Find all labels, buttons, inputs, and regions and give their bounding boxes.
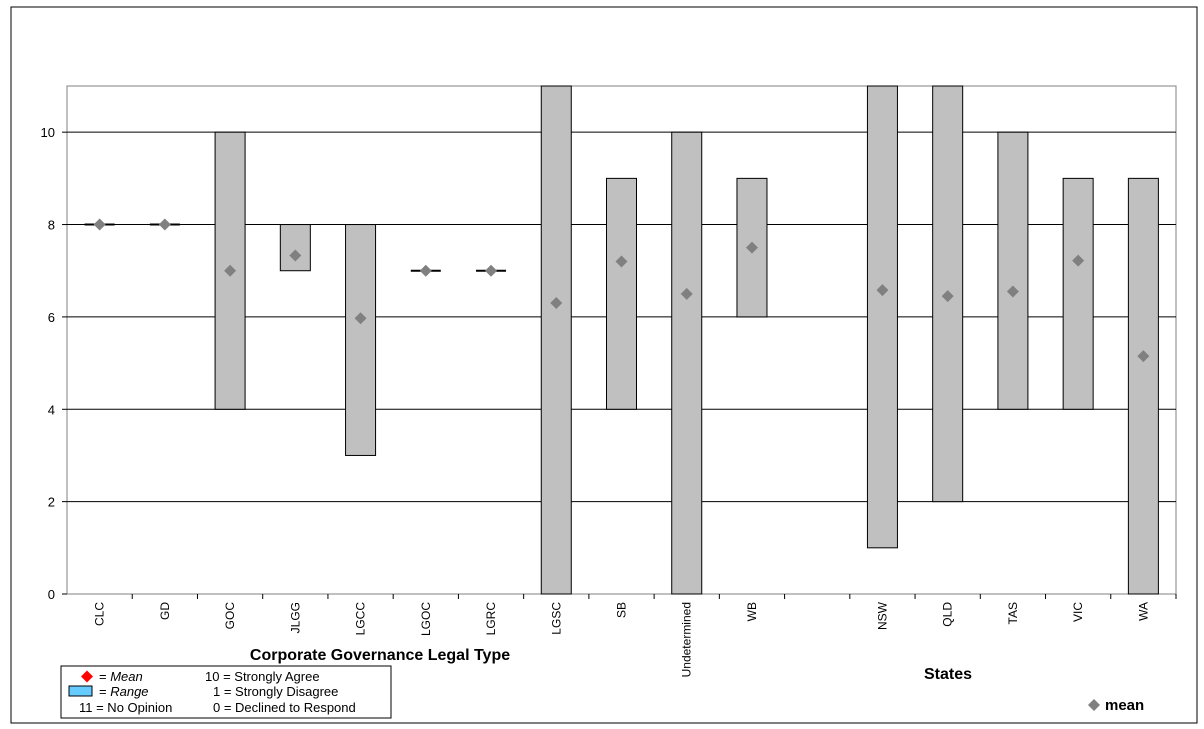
x-label-nsw: NSW — [875, 601, 889, 630]
x-label-lgrc: LGRC — [484, 602, 498, 636]
series-legend-mean-marker — [1088, 699, 1100, 711]
x-label-tas: TAS — [1006, 602, 1020, 624]
key-legend-mean-prefix: = — [99, 669, 110, 684]
key-legend-strongly-agree: 10 = Strongly Agree — [205, 669, 320, 684]
y-tick-label-0: 0 — [48, 587, 55, 602]
x-label-wa: WA — [1136, 602, 1150, 621]
series-legend-mean-label: mean — [1105, 697, 1144, 714]
key-legend-strongly-disagree: 1 = Strongly Disagree — [213, 684, 338, 699]
x-label-sb: SB — [615, 602, 629, 618]
mean-marker-wa — [1137, 350, 1150, 363]
y-tick-label-4: 4 — [48, 402, 55, 417]
y-tick-label-10: 10 — [41, 125, 55, 140]
group-title-legal-type: Corporate Governance Legal Type — [250, 647, 510, 664]
x-label-lgoc: LGOC — [419, 602, 433, 636]
mean-marker-tas — [1006, 285, 1019, 298]
series-legend: mean — [1088, 697, 1144, 714]
mean-marker-lgsc — [550, 297, 563, 310]
mean-marker-nsw — [876, 284, 889, 297]
range-bar-lgcc — [345, 224, 377, 456]
mean-marker-jlgg — [289, 249, 302, 262]
y-axis-tick-labels: 0 2 4 6 8 10 — [41, 125, 55, 602]
range-bar-nsw — [866, 85, 898, 549]
mean-marker-sb — [615, 255, 628, 268]
x-label-wb: WB — [745, 602, 759, 621]
y-tick-label-6: 6 — [48, 310, 55, 325]
y-tick-label-2: 2 — [48, 495, 55, 510]
key-legend-range-term: Range — [110, 684, 148, 699]
range-bar-tas — [997, 131, 1029, 410]
mean-marker-wb — [745, 241, 758, 254]
mean-marker-lgcc — [354, 312, 367, 325]
key-legend-row-1: = Mean — [99, 669, 143, 684]
range-bar-jlgg — [279, 224, 311, 272]
x-label-qld: QLD — [941, 602, 955, 627]
key-legend-declined: 0 = Declined to Respond — [213, 700, 356, 715]
x-axis-category-labels: CLC GD GOC JLGG LGCC LGOC LGRC LGSC SB Undetermin… — [93, 601, 1151, 677]
key-legend-row-2: = Range — [99, 684, 149, 699]
key-legend-mean-symbol — [81, 670, 93, 683]
y-tick-label-8: 8 — [48, 218, 55, 233]
key-legend-mean-term: Mean — [110, 669, 143, 684]
key-legend-no-opinion: 11 = No Opinion — [79, 700, 172, 715]
mean-marker-goc — [224, 264, 237, 277]
mean-marker-undetermined — [680, 287, 693, 300]
x-label-lgcc: LGCC — [354, 602, 368, 636]
key-legend-range-symbol — [68, 685, 93, 697]
mean-marker-lgrc — [485, 264, 498, 277]
mean-marker-gd — [158, 218, 171, 231]
mean-marker-lgoc — [419, 264, 432, 277]
key-legend-box — [60, 665, 392, 719]
x-label-goc: GOC — [223, 602, 237, 630]
mean-marker-qld — [941, 290, 954, 303]
x-label-undetermined: Undetermined — [680, 602, 694, 677]
x-label-gd: GD — [158, 602, 172, 620]
x-label-vic: VIC — [1071, 602, 1085, 622]
range-bar-sb — [605, 177, 638, 410]
range-bar-undetermined — [671, 131, 703, 595]
key-legend: = Mean 10 = Strongly Agree = Range 1 = S… — [60, 665, 392, 719]
x-label-lgsc: LGSC — [549, 602, 563, 635]
range-bar-vic — [1062, 177, 1094, 410]
range-bar-wa — [1127, 177, 1159, 595]
range-bars — [84, 85, 1159, 595]
mean-marker-clc — [93, 218, 106, 231]
range-bar-lgsc — [540, 85, 572, 595]
group-title-states: States — [924, 666, 972, 683]
mean-markers — [93, 218, 1150, 363]
x-label-jlgg: JLGG — [288, 602, 302, 633]
x-label-clc: CLC — [93, 602, 107, 626]
mean-marker-vic — [1072, 254, 1085, 267]
key-legend-range-prefix: = — [99, 684, 110, 699]
